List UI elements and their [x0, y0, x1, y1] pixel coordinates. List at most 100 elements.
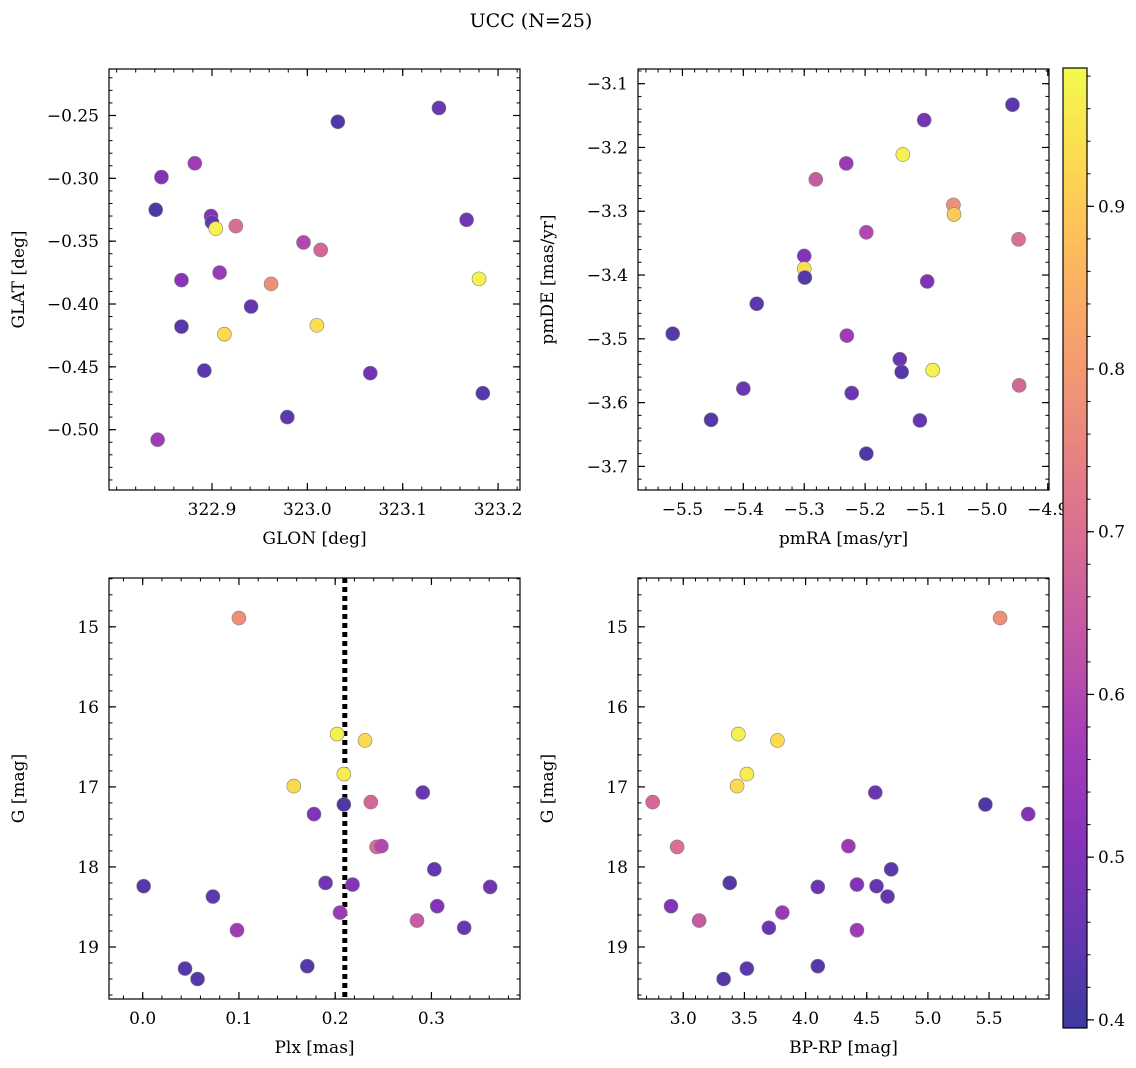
x-tick-label: −5.4	[723, 500, 764, 520]
data-point	[190, 971, 205, 987]
data-point	[810, 958, 826, 974]
data-points	[148, 100, 491, 448]
data-point	[1005, 97, 1020, 113]
data-points	[645, 610, 1036, 987]
data-point	[849, 877, 865, 892]
y-tick-label: 19	[606, 938, 628, 958]
data-point	[363, 794, 379, 810]
x-tick-label: 5.5	[976, 1009, 1003, 1029]
data-points	[136, 578, 498, 999]
y-tick-label: 15	[606, 618, 628, 638]
colorbar-tick-label: 0.5	[1098, 848, 1125, 868]
data-point	[177, 961, 193, 976]
data-point	[1011, 378, 1027, 393]
data-point	[775, 905, 790, 920]
y-axis-label: G [mag]	[538, 754, 558, 823]
data-point	[731, 726, 746, 742]
y-tick-label: 15	[77, 618, 99, 638]
data-point	[810, 879, 826, 895]
x-tick-label: 5.0	[914, 1009, 941, 1029]
data-point	[357, 733, 373, 748]
data-point	[869, 878, 884, 894]
data-point	[459, 212, 474, 228]
x-tick-label: 323.2	[474, 500, 523, 520]
data-point	[299, 958, 315, 974]
data-point	[663, 898, 679, 914]
data-point	[174, 272, 189, 288]
y-tick-label: 18	[77, 858, 99, 878]
data-point	[880, 889, 895, 904]
data-point	[243, 299, 259, 314]
x-tick-label: 0.1	[225, 1009, 252, 1029]
axes-frame	[108, 68, 521, 491]
data-point	[691, 913, 707, 928]
x-tick-label: 322.9	[188, 500, 237, 520]
colorbar-frame	[1062, 67, 1088, 1029]
y-tick-label: −3.3	[587, 202, 628, 222]
figure-title: UCC (N=25)	[470, 10, 593, 32]
colorbar-tick-label: 0.6	[1098, 685, 1125, 705]
data-point	[336, 766, 352, 782]
colorbar-tick-label: 0.4	[1098, 1011, 1125, 1031]
data-point	[859, 446, 874, 461]
panel-bottom-right: 3.0 3.5 4.0 4.5 5.0 5.5 15 16 17 18 19 BP-RP [mag] G…	[538, 577, 1050, 1058]
y-tick-label: 17	[77, 778, 99, 798]
axes-frame	[637, 577, 1050, 1000]
y-tick-label: −3.6	[587, 394, 628, 414]
data-point	[263, 276, 279, 292]
data-point	[868, 785, 883, 800]
data-point	[427, 862, 442, 877]
axis-ticks	[638, 578, 1049, 999]
data-point	[736, 381, 751, 396]
axes-frame	[637, 68, 1050, 491]
x-tick-label: −5.1	[905, 500, 946, 520]
data-point	[229, 922, 245, 938]
data-point	[212, 265, 227, 280]
data-point	[808, 172, 824, 187]
data-point	[749, 296, 765, 312]
data-point	[187, 155, 203, 171]
x-axis-label: pmRA [mas/yr]	[779, 529, 908, 549]
y-tick-label: 16	[77, 698, 99, 718]
data-point	[374, 838, 389, 854]
data-point	[231, 610, 247, 626]
data-point	[1020, 806, 1036, 822]
data-point	[205, 889, 221, 904]
data-point	[912, 413, 928, 428]
data-point	[154, 169, 169, 185]
data-point	[329, 726, 345, 742]
data-point	[770, 733, 785, 748]
panel-top-left: 322.9 323.0 323.1 323.2 −0.50 −0.45 −0.40 −0.35…	[9, 68, 523, 549]
x-tick-label: −5.0	[966, 500, 1007, 520]
y-tick-label: −3.4	[587, 266, 628, 286]
x-tick-label: 4.5	[853, 1009, 880, 1029]
x-tick-label: 3.5	[731, 1009, 758, 1029]
axis-ticks	[638, 69, 1049, 490]
data-point	[838, 156, 854, 171]
data-point	[313, 242, 328, 258]
scatter-panels: 322.9 323.0 323.1 323.2 −0.50 −0.45 −0.40 −0.35…	[9, 68, 1068, 1058]
data-point	[844, 385, 860, 401]
colorbar-gradient	[1063, 68, 1087, 1028]
data-point	[796, 248, 812, 264]
x-tick-label: 4.0	[792, 1009, 819, 1029]
data-point	[919, 274, 935, 289]
x-tick-label: −5.5	[662, 500, 703, 520]
y-axis-label: pmDE [mas/yr]	[538, 214, 558, 344]
data-point	[345, 877, 360, 892]
colorbar-tick-label: 0.9	[1098, 197, 1125, 217]
data-point	[482, 879, 498, 895]
data-point	[894, 364, 909, 380]
x-tick-label: 3.0	[670, 1009, 697, 1029]
panel-bottom-left: 0.0 0.1 0.2 0.3 15 16 17 18 19 Plx [mas] G [mag]	[9, 577, 521, 1058]
data-point	[739, 961, 755, 976]
y-tick-label: −3.7	[587, 457, 628, 477]
data-point	[703, 412, 719, 428]
y-tick-label: −3.2	[587, 138, 628, 158]
data-point	[296, 235, 311, 250]
data-point	[332, 905, 348, 920]
y-tick-label: 17	[606, 778, 628, 798]
axes-frame	[108, 577, 521, 1000]
data-point	[1011, 232, 1026, 247]
data-point	[429, 898, 445, 914]
